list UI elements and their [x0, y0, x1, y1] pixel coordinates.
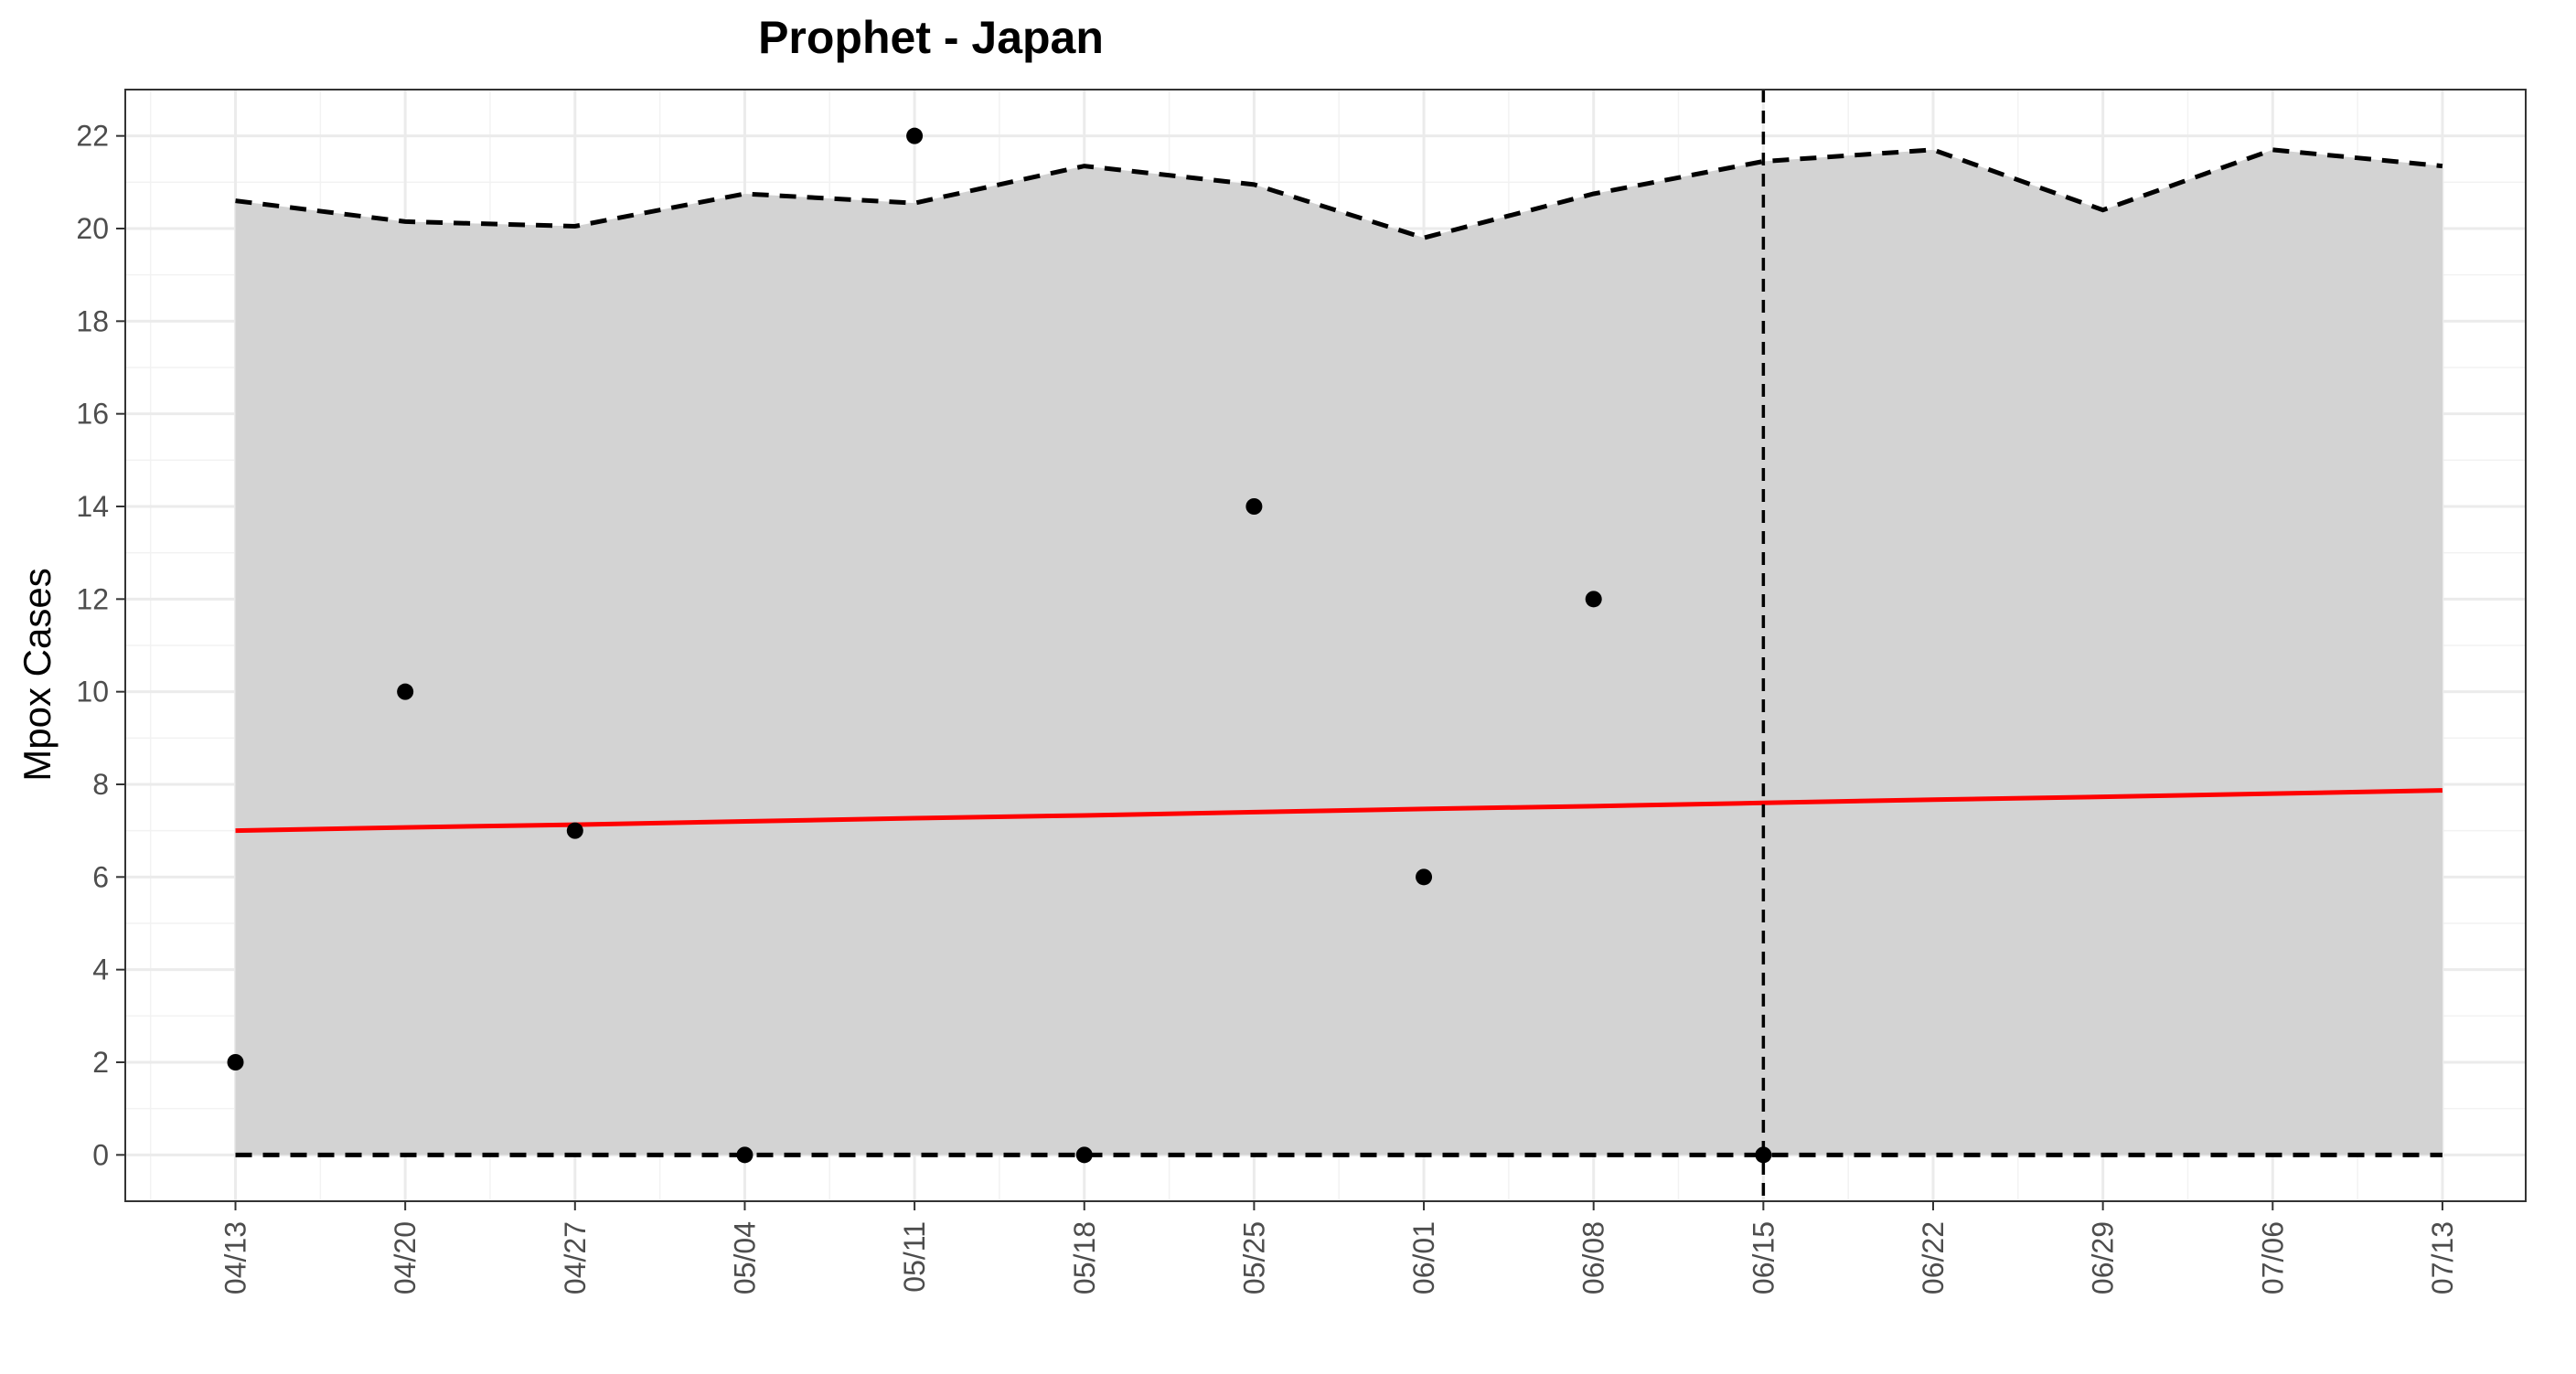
data-point [566, 822, 583, 839]
y-tick-label: 12 [76, 582, 109, 615]
prediction-interval [235, 149, 2442, 1156]
data-point [1245, 498, 1263, 515]
x-tick-label: 04/20 [389, 1221, 422, 1294]
observed-points [227, 127, 1772, 1164]
x-tick-label: 04/27 [559, 1221, 592, 1294]
y-tick-label: 6 [92, 860, 109, 893]
x-tick-label: 05/11 [898, 1221, 931, 1293]
x-tick-label: 07/06 [2256, 1221, 2289, 1294]
data-point [397, 683, 414, 700]
y-tick-label: 4 [92, 953, 109, 986]
x-tick-label: 05/04 [728, 1221, 761, 1294]
x-axis: 04/13 04/20 04/27 05/04 05/11 05/18 05/25 06/01… [219, 1201, 2459, 1294]
x-tick-label: 05/18 [1068, 1221, 1101, 1294]
data-point [1585, 591, 1602, 608]
data-point [1416, 868, 1433, 886]
x-tick-label: 06/15 [1747, 1221, 1780, 1294]
x-tick-label: 06/01 [1407, 1221, 1440, 1294]
y-axis: 0 2 4 6 8 10 12 14 16 18 20 22 [76, 120, 125, 1171]
x-tick-label: 07/13 [2426, 1221, 2459, 1294]
data-point [736, 1146, 754, 1164]
y-tick-label: 18 [76, 304, 109, 337]
data-point [906, 127, 924, 144]
data-point [1755, 1146, 1772, 1164]
y-tick-label: 16 [76, 398, 109, 431]
forecast-line [235, 788, 2442, 834]
interval-band [235, 149, 2442, 1156]
y-tick-label: 8 [92, 768, 109, 801]
chart-title: Prophet - Japan [758, 12, 1104, 63]
x-tick-label: 06/08 [1577, 1221, 1610, 1294]
y-axis-label: Mpox Cases [16, 568, 59, 781]
y-tick-label: 10 [76, 676, 109, 708]
y-tick-label: 14 [76, 490, 109, 523]
data-point [227, 1054, 244, 1070]
x-tick-label: 06/22 [1917, 1221, 1950, 1294]
x-tick-label: 05/25 [1237, 1221, 1270, 1294]
data-point [1075, 1146, 1093, 1164]
y-tick-label: 2 [92, 1046, 109, 1079]
y-tick-label: 20 [76, 212, 109, 245]
y-tick-label: 22 [76, 120, 109, 153]
upper-bound-line [235, 147, 2443, 240]
x-tick-label: 06/29 [2087, 1221, 2120, 1294]
x-tick-label: 04/13 [219, 1221, 252, 1294]
forecast-lines [235, 90, 2443, 1201]
y-tick-label: 0 [92, 1138, 109, 1171]
plot-border [124, 89, 2527, 1202]
